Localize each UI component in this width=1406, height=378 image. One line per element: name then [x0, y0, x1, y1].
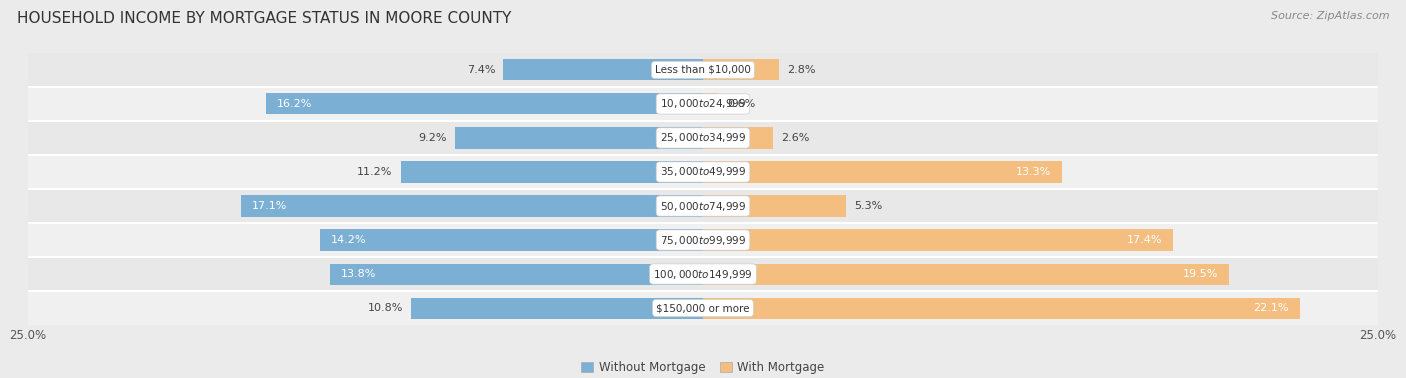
Bar — [703, 93, 720, 115]
Text: $35,000 to $49,999: $35,000 to $49,999 — [659, 166, 747, 178]
Text: 9.2%: 9.2% — [418, 133, 447, 143]
Bar — [28, 291, 1378, 325]
Bar — [319, 229, 703, 251]
Text: 2.8%: 2.8% — [787, 65, 815, 75]
Text: 13.8%: 13.8% — [342, 269, 377, 279]
Bar — [412, 297, 703, 319]
Bar — [28, 223, 1378, 257]
Text: 0.6%: 0.6% — [727, 99, 755, 109]
Bar — [28, 121, 1378, 155]
Text: 17.1%: 17.1% — [252, 201, 288, 211]
Text: 19.5%: 19.5% — [1184, 269, 1219, 279]
Text: 7.4%: 7.4% — [467, 65, 495, 75]
Text: HOUSEHOLD INCOME BY MORTGAGE STATUS IN MOORE COUNTY: HOUSEHOLD INCOME BY MORTGAGE STATUS IN M… — [17, 11, 512, 26]
Text: 10.8%: 10.8% — [368, 303, 404, 313]
Text: 14.2%: 14.2% — [330, 235, 366, 245]
Legend: Without Mortgage, With Mortgage: Without Mortgage, With Mortgage — [576, 356, 830, 378]
Bar — [703, 161, 1062, 183]
Bar — [703, 127, 773, 149]
Text: $25,000 to $34,999: $25,000 to $34,999 — [659, 132, 747, 144]
Text: 13.3%: 13.3% — [1017, 167, 1052, 177]
Text: 2.6%: 2.6% — [782, 133, 810, 143]
Text: 5.3%: 5.3% — [855, 201, 883, 211]
Bar — [703, 59, 779, 81]
Text: $75,000 to $99,999: $75,000 to $99,999 — [659, 234, 747, 246]
Bar — [28, 87, 1378, 121]
Bar — [703, 263, 1229, 285]
Text: 22.1%: 22.1% — [1253, 303, 1289, 313]
Text: $150,000 or more: $150,000 or more — [657, 303, 749, 313]
Bar — [703, 297, 1299, 319]
Bar — [242, 195, 703, 217]
Bar — [454, 127, 703, 149]
Text: $50,000 to $74,999: $50,000 to $74,999 — [659, 200, 747, 212]
Text: 16.2%: 16.2% — [277, 99, 312, 109]
Bar — [703, 229, 1173, 251]
Bar — [330, 263, 703, 285]
Text: 17.4%: 17.4% — [1126, 235, 1161, 245]
Bar — [28, 189, 1378, 223]
Bar — [703, 195, 846, 217]
Text: Less than $10,000: Less than $10,000 — [655, 65, 751, 75]
Text: Source: ZipAtlas.com: Source: ZipAtlas.com — [1271, 11, 1389, 21]
Text: $100,000 to $149,999: $100,000 to $149,999 — [654, 268, 752, 280]
Bar — [266, 93, 703, 115]
Bar — [401, 161, 703, 183]
Text: 11.2%: 11.2% — [357, 167, 392, 177]
Bar — [28, 53, 1378, 87]
Bar — [28, 257, 1378, 291]
Bar — [28, 155, 1378, 189]
Bar — [503, 59, 703, 81]
Text: $10,000 to $24,999: $10,000 to $24,999 — [659, 98, 747, 110]
